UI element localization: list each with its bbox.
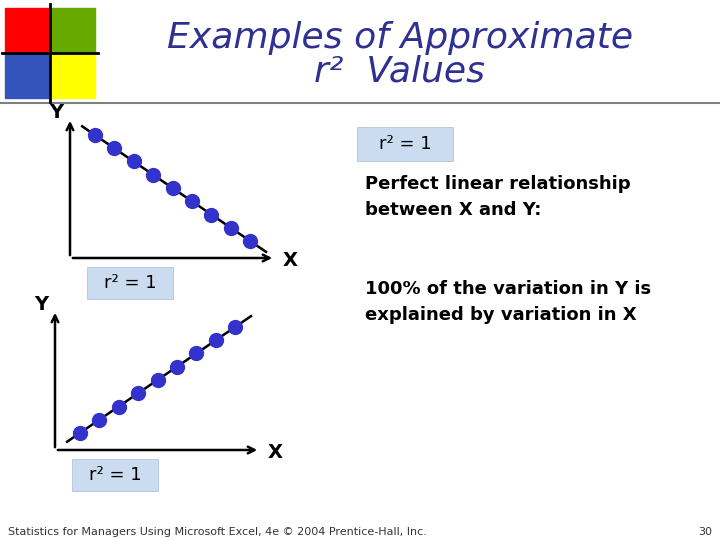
Bar (50, 53, 95, 98)
Point (89, 131, 100, 139)
FancyBboxPatch shape (87, 267, 173, 299)
Text: r² = 1: r² = 1 (104, 274, 156, 292)
Text: Statistics for Managers Using Microsoft Excel, 4e © 2004 Prentice-Hall, Inc.: Statistics for Managers Using Microsoft … (8, 527, 427, 537)
Text: X: X (283, 251, 298, 269)
Point (206, 210, 217, 219)
Text: 100% of the variation in Y is
explained by variation in X: 100% of the variation in Y is explained … (365, 280, 651, 325)
Point (245, 237, 256, 246)
Bar (50, 8, 95, 53)
Point (152, 376, 163, 384)
Bar (5, 8, 50, 53)
Point (191, 349, 202, 357)
Text: X: X (268, 442, 283, 462)
Point (186, 197, 198, 206)
Point (167, 184, 179, 192)
Point (225, 224, 237, 232)
Text: 30: 30 (698, 527, 712, 537)
Point (74, 429, 86, 437)
Text: r²  Values: r² Values (315, 55, 485, 89)
Point (113, 402, 125, 411)
Point (108, 144, 120, 152)
Text: r² = 1: r² = 1 (379, 135, 431, 153)
Text: r² = 1: r² = 1 (89, 466, 141, 484)
Point (171, 362, 183, 371)
Point (94, 416, 105, 424)
FancyBboxPatch shape (72, 459, 158, 491)
Point (230, 322, 241, 331)
Bar (5, 53, 50, 98)
Text: Y: Y (34, 295, 48, 314)
Text: Examples of Approximate: Examples of Approximate (167, 21, 633, 55)
Text: Perfect linear relationship
between X and Y:: Perfect linear relationship between X an… (365, 175, 631, 219)
Point (210, 336, 222, 345)
Point (127, 157, 139, 166)
Text: Y: Y (49, 104, 63, 123)
Point (132, 389, 144, 397)
FancyBboxPatch shape (357, 127, 453, 161)
Point (148, 171, 159, 179)
